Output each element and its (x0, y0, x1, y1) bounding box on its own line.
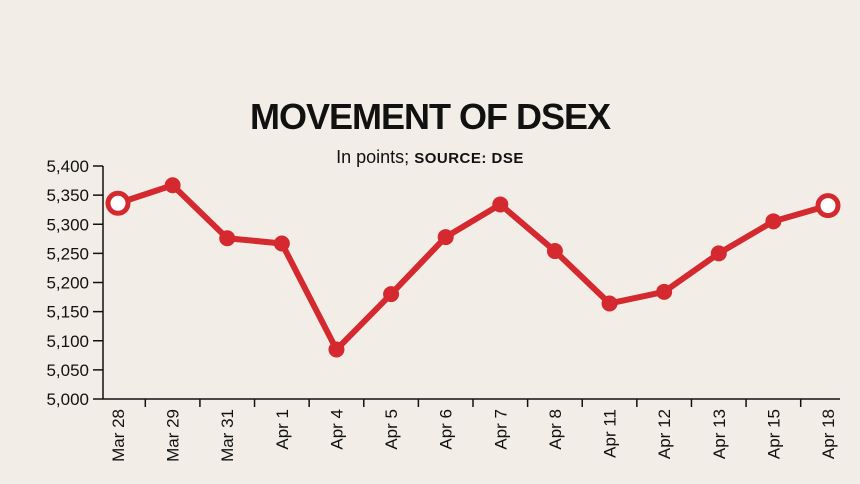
data-point (164, 177, 181, 194)
series-line (115, 182, 831, 353)
x-tick-label: Apr 15 (764, 409, 783, 459)
data-point (492, 196, 509, 213)
x-axis: Mar 28 Mar 29 Mar 31 Apr 1 Apr 4 Apr 5 Apr 6 Ap… (103, 398, 840, 462)
y-tick-label: 5,400 (46, 157, 89, 176)
data-point-open (815, 193, 841, 219)
data-point (437, 229, 454, 246)
y-tick-label: 5,050 (46, 361, 89, 380)
x-tick-label: Apr 1 (273, 409, 292, 450)
data-point (273, 235, 290, 252)
x-tick-label: Apr 7 (491, 409, 510, 450)
x-tick-label: Apr 8 (546, 409, 565, 450)
data-point (383, 286, 400, 303)
series-layer (105, 177, 841, 358)
y-tick-label: 5,000 (46, 390, 89, 409)
x-tick-label: Mar 28 (109, 409, 128, 462)
y-axis: 5,000 5,050 5,100 5,150 5,200 5,250 5,300 5,350… (46, 157, 104, 409)
x-tick-label: Mar 31 (218, 409, 237, 462)
data-point (219, 230, 236, 247)
y-tick-label: 5,300 (46, 215, 89, 234)
x-tick-label: Apr 6 (437, 409, 456, 450)
x-tick-label: Apr 5 (382, 409, 401, 450)
data-point (710, 245, 727, 262)
subtitle-source: SOURCE: DSE (414, 150, 524, 167)
x-tick-label: Apr 13 (710, 409, 729, 459)
y-tick-label: 5,250 (46, 244, 89, 263)
x-tick-label: Apr 18 (819, 409, 838, 459)
x-tick-label: Apr 11 (601, 409, 620, 458)
chart-subtitle: In points; SOURCE: DSE (0, 147, 860, 168)
x-tick-label: Apr 4 (327, 409, 346, 450)
data-point (656, 283, 673, 300)
chart-title: MOVEMENT OF DSEX (249, 96, 611, 137)
x-tick-label: Apr 12 (655, 409, 674, 459)
data-point (546, 243, 563, 260)
y-tick-label: 5,350 (46, 186, 89, 205)
x-tick-label: Mar 29 (164, 409, 183, 462)
data-point (765, 213, 782, 230)
y-tick-label: 5,100 (46, 332, 89, 351)
y-tick-label: 5,200 (46, 274, 89, 293)
data-point-open (105, 190, 131, 216)
data-point (328, 341, 345, 358)
data-point (601, 295, 618, 312)
subtitle-prefix: In points; (336, 147, 410, 167)
y-tick-label: 5,150 (46, 303, 89, 322)
